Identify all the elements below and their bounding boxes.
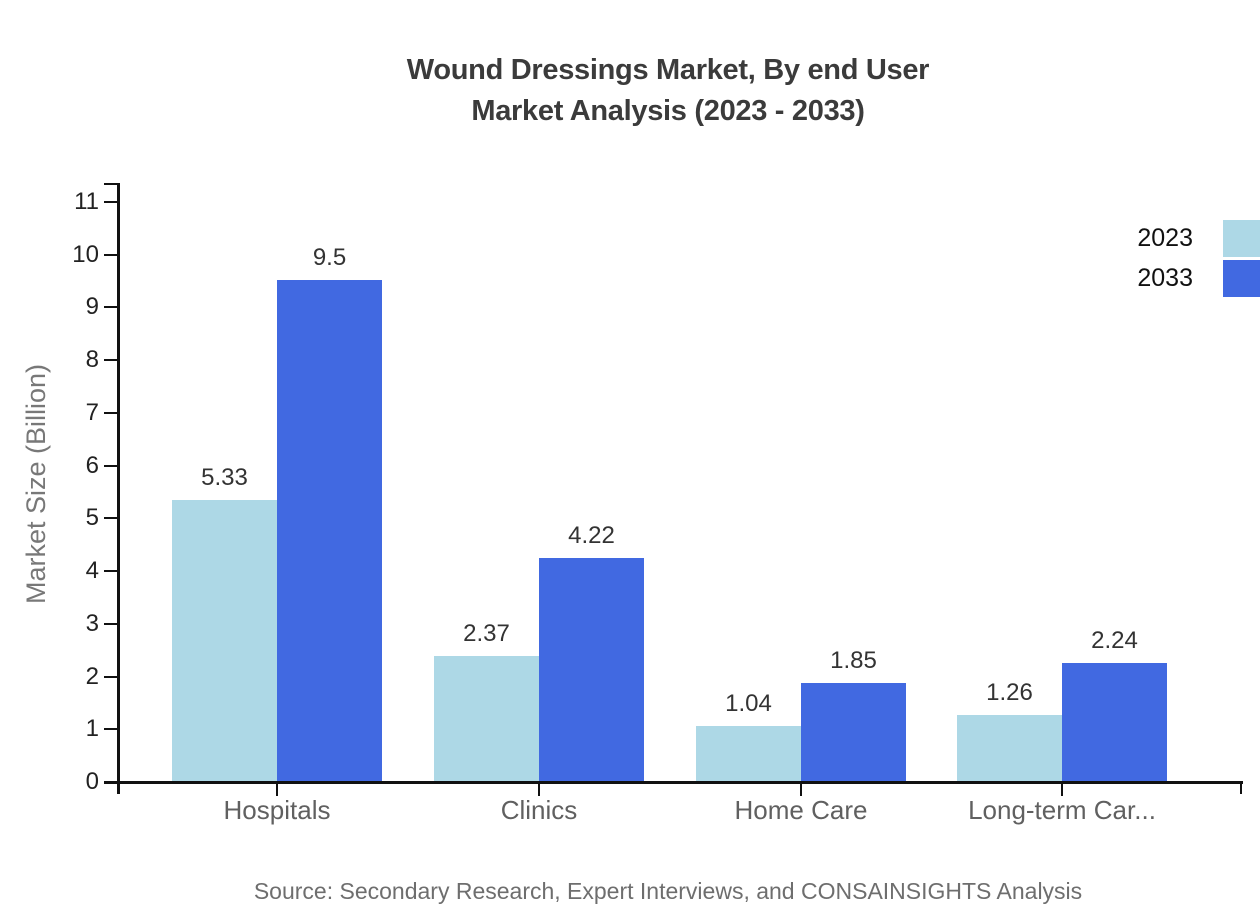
- x-axis-line: [104, 781, 1243, 784]
- y-axis-tick-label: 6: [85, 451, 99, 479]
- bar-value-label: 5.33: [201, 464, 248, 491]
- x-axis-end-cap-tick: [1240, 781, 1242, 794]
- chart-title-line1: Wound Dressings Market, By end User: [406, 54, 930, 86]
- bar-value-label: 2.24: [1091, 627, 1138, 654]
- legend-label-2023: 2023: [1137, 224, 1193, 252]
- x-axis-tick-mark: [538, 783, 540, 796]
- y-axis-tick-mark: [104, 728, 118, 731]
- y-axis-tick-mark: [104, 359, 118, 362]
- y-axis-top-cap-tick: [104, 183, 118, 185]
- y-axis-tick-label: 11: [74, 188, 99, 215]
- y-axis-tick-label: 0: [85, 768, 99, 795]
- bar-2033-home-care: [801, 683, 906, 781]
- chart-title-line2: Market Analysis (2023 - 2033): [471, 95, 865, 127]
- x-axis-tick-mark: [1061, 783, 1063, 796]
- x-axis-category-label: Home Care: [734, 795, 868, 825]
- y-axis-line: [117, 183, 120, 794]
- bar-2023-clinics: [434, 656, 539, 781]
- bar-2023-hospitals: [172, 500, 277, 781]
- y-axis-tick-mark: [104, 464, 118, 467]
- y-axis-tick-label: 5: [85, 504, 99, 532]
- bar-2033-hospitals: [277, 280, 382, 781]
- y-axis-tick-label: 7: [85, 398, 99, 426]
- bar-2033-clinics: [539, 558, 644, 781]
- y-axis-tick-mark: [104, 201, 118, 203]
- source-attribution: Source: Secondary Research, Expert Inter…: [253, 878, 1083, 904]
- y-axis-tick-label: 3: [85, 609, 99, 637]
- y-axis-tick-mark: [104, 622, 118, 625]
- y-axis-tick-mark: [104, 253, 118, 256]
- legend-swatch-2033: [1223, 260, 1260, 297]
- chart-title: Wound Dressings Market, By end User Mark…: [88, 50, 1248, 132]
- y-axis-tick-mark: [104, 306, 118, 309]
- y-axis-tick-mark: [104, 675, 118, 678]
- y-axis-tick-mark: [104, 517, 118, 520]
- y-axis-tick-label: 4: [85, 557, 99, 585]
- bar-value-label: 2.37: [463, 620, 510, 647]
- bar-value-label: 1.04: [725, 690, 772, 717]
- y-axis-tick-label: 1: [85, 715, 99, 743]
- y-axis-tick-label: 10: [72, 240, 99, 268]
- legend-swatch-2023: [1223, 220, 1260, 257]
- x-axis-category-label: Hospitals: [223, 795, 331, 825]
- y-axis-tick-label: 2: [85, 662, 99, 690]
- bar-2023-long-term-car---: [957, 715, 1062, 781]
- bar-2023-home-care: [696, 726, 801, 781]
- y-axis-tick-mark: [104, 570, 118, 573]
- bar-value-label: 1.26: [986, 679, 1033, 706]
- bar-value-label: 9.5: [312, 244, 347, 271]
- x-axis-tick-mark: [800, 783, 802, 796]
- y-axis-tick-label: 8: [85, 346, 99, 374]
- x-axis-category-label: Clinics: [500, 795, 578, 825]
- x-axis-tick-mark: [276, 783, 278, 796]
- bar-value-label: 1.85: [830, 647, 877, 674]
- x-axis-category-label: Long-term Car...: [968, 795, 1156, 825]
- bar-value-label: 4.22: [568, 522, 615, 549]
- y-axis-tick-label: 9: [85, 293, 99, 321]
- legend-label-2033: 2033: [1137, 264, 1193, 292]
- y-axis-tick-mark: [104, 781, 118, 783]
- y-axis-tick-mark: [104, 411, 118, 414]
- bar-2033-long-term-car---: [1062, 663, 1167, 781]
